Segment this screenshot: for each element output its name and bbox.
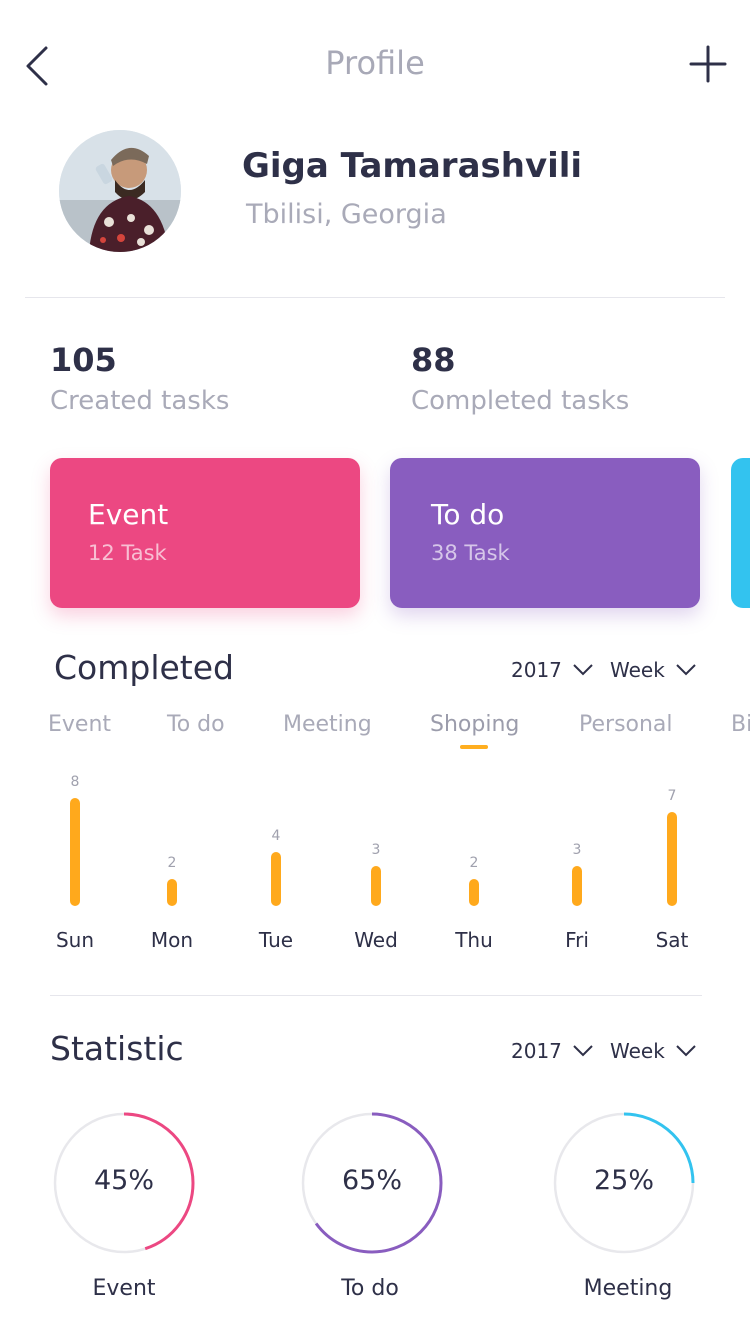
ring-progress-arc [301, 1112, 443, 1254]
tab-todo[interactable]: To do [167, 712, 225, 737]
day-label: Wed [354, 928, 398, 952]
chevron-down-icon [676, 1045, 696, 1057]
page-title: Profile [325, 44, 425, 82]
created-tasks-label: Created tasks [50, 386, 230, 416]
avatar[interactable] [59, 130, 181, 252]
day-label: Tue [258, 928, 294, 952]
ring-meeting: 25% [553, 1112, 695, 1254]
chart-bar-tue [271, 852, 281, 906]
bar-value-label: 7 [667, 787, 677, 804]
year-value: 2017 [511, 1039, 562, 1063]
bar-chart: 8 Sun 2 Mon 4 Tue 3 Wed 2 Thu 3 Fri 7 Sat [0, 770, 750, 960]
year-value: 2017 [511, 658, 562, 682]
ring-progress-arc [53, 1112, 195, 1254]
ring-label: To do [341, 1276, 399, 1301]
chevron-left-icon [26, 46, 48, 86]
bar-value-label: 2 [469, 855, 479, 871]
card-task-count: 12 Task [88, 541, 167, 565]
ring-label: Meeting [583, 1276, 673, 1301]
card-title: Event [88, 498, 169, 531]
chevron-down-icon [573, 1045, 593, 1057]
category-card-next[interactable] [731, 458, 750, 608]
bar-value-label: 4 [271, 828, 281, 844]
period-value: Week [610, 1039, 665, 1063]
card-title: To do [431, 498, 505, 531]
statistic-title: Statistic [50, 1029, 184, 1068]
chart-bar-sat [667, 811, 677, 906]
ring-label: Event [92, 1276, 156, 1301]
chart-bar-wed [371, 865, 381, 906]
ring-percent: 45% [93, 1165, 154, 1196]
chevron-down-icon [676, 664, 696, 676]
bar-value-label: 2 [167, 855, 177, 871]
back-button[interactable] [22, 44, 52, 88]
ring-todo: 65% [301, 1112, 443, 1254]
year-dropdown[interactable]: 2017 [511, 658, 594, 682]
bar-value-label: 3 [371, 841, 381, 858]
user-name: Giga Tamarashvili [242, 146, 583, 186]
period-dropdown[interactable]: Week [610, 658, 697, 682]
tab-personal[interactable]: Personal [579, 712, 673, 737]
divider [25, 297, 725, 298]
day-label: Mon [150, 928, 194, 952]
day-label: Sat [655, 928, 689, 952]
active-tab-indicator [460, 745, 488, 749]
avatar-photo [59, 130, 181, 252]
user-location: Tbilisi, Georgia [246, 199, 447, 230]
add-button[interactable] [688, 44, 728, 84]
period-dropdown[interactable]: Week [610, 1039, 697, 1063]
ring-event: 45% [53, 1112, 195, 1254]
completed-tasks-label: Completed tasks [411, 386, 630, 416]
ring-percent: 65% [341, 1165, 402, 1196]
chart-bar-fri [572, 865, 582, 906]
tab-event[interactable]: Event [48, 712, 112, 737]
chart-bar-thu [469, 879, 479, 906]
chart-bar-sun [70, 798, 80, 906]
tab-more[interactable]: Bi [731, 712, 750, 737]
completed-title: Completed [54, 648, 234, 687]
chevron-down-icon [573, 664, 593, 676]
bar-value-label: 8 [70, 774, 80, 790]
card-task-count: 38 Task [431, 541, 510, 565]
year-dropdown[interactable]: 2017 [511, 1039, 594, 1063]
bar-value-label: 3 [572, 841, 582, 858]
day-label: Sun [55, 928, 95, 952]
day-label: Thu [455, 928, 493, 952]
ring-progress-arc [553, 1112, 695, 1254]
tab-shoping[interactable]: Shoping [430, 712, 520, 737]
ring-percent: 25% [593, 1165, 654, 1196]
category-card-event[interactable]: Event 12 Task [50, 458, 360, 608]
completed-tasks-count: 88 [411, 341, 456, 379]
plus-icon [689, 45, 727, 83]
created-tasks-count: 105 [50, 341, 117, 379]
divider [50, 995, 702, 996]
category-card-todo[interactable]: To do 38 Task [390, 458, 700, 608]
period-value: Week [610, 658, 665, 682]
chart-bar-mon [167, 879, 177, 906]
day-label: Fri [565, 928, 589, 952]
tab-meeting[interactable]: Meeting [283, 712, 372, 737]
